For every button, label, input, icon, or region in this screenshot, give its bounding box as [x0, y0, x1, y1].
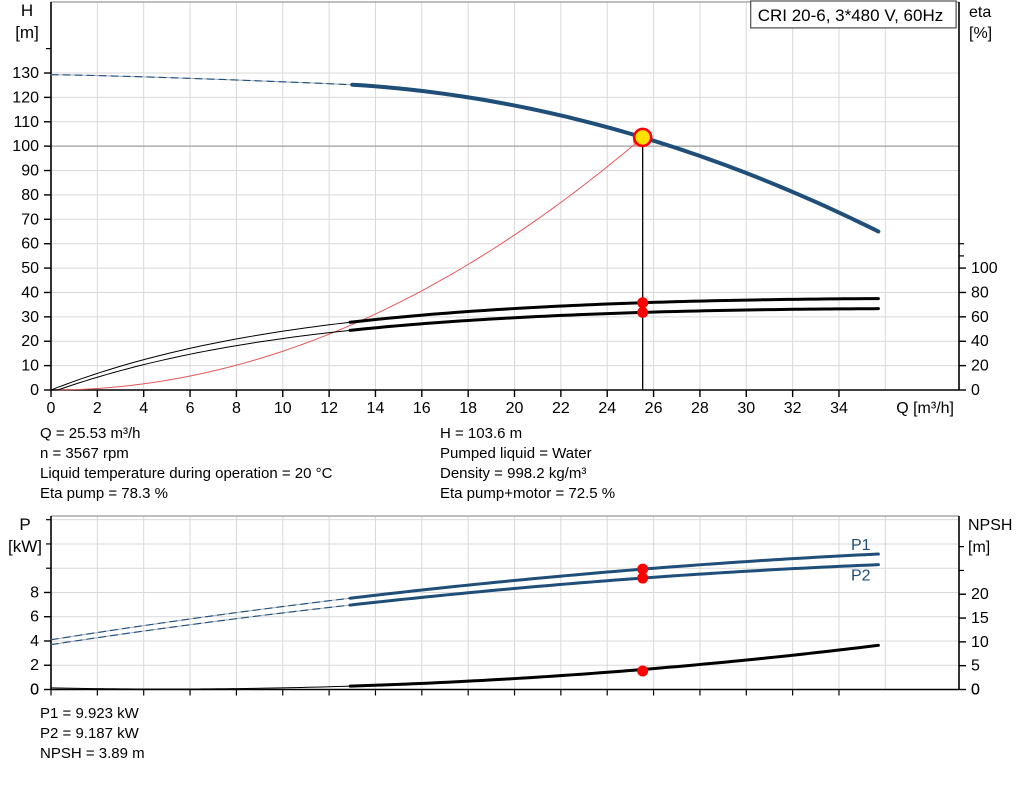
- svg-text:4: 4: [30, 633, 39, 650]
- svg-text:P: P: [19, 515, 30, 534]
- svg-text:[%]: [%]: [969, 25, 992, 42]
- svg-text:32: 32: [784, 400, 802, 417]
- svg-text:50: 50: [21, 260, 39, 277]
- svg-text:80: 80: [21, 187, 39, 204]
- svg-text:15: 15: [971, 610, 989, 627]
- svg-text:0: 0: [971, 382, 980, 399]
- svg-text:24: 24: [598, 400, 616, 417]
- svg-text:6: 6: [186, 400, 195, 417]
- svg-text:34: 34: [830, 400, 848, 417]
- svg-text:40: 40: [971, 333, 989, 350]
- svg-text:20: 20: [506, 400, 524, 417]
- svg-text:20: 20: [21, 333, 39, 350]
- svg-text:100: 100: [971, 260, 998, 277]
- svg-text:2: 2: [93, 400, 102, 417]
- svg-text:60: 60: [21, 236, 39, 253]
- svg-text:4: 4: [139, 400, 148, 417]
- svg-text:Q [m³/h]: Q [m³/h]: [896, 400, 954, 417]
- svg-text:30: 30: [737, 400, 755, 417]
- svg-text:40: 40: [21, 284, 39, 301]
- svg-text:CRI 20-6, 3*480 V, 60Hz: CRI 20-6, 3*480 V, 60Hz: [758, 6, 944, 25]
- svg-text:130: 130: [12, 65, 39, 82]
- svg-text:[m]: [m]: [15, 23, 39, 42]
- svg-text:22: 22: [552, 400, 570, 417]
- svg-text:80: 80: [971, 284, 989, 301]
- svg-text:90: 90: [21, 163, 39, 180]
- svg-text:10: 10: [971, 634, 989, 651]
- svg-text:5: 5: [971, 658, 980, 675]
- svg-text:P1: P1: [851, 537, 871, 554]
- svg-text:0: 0: [47, 400, 56, 417]
- svg-text:[m]: [m]: [968, 539, 990, 556]
- svg-text:eta: eta: [969, 4, 991, 21]
- svg-text:60: 60: [971, 309, 989, 326]
- svg-text:NPSH: NPSH: [968, 517, 1012, 534]
- svg-text:0: 0: [971, 682, 980, 699]
- svg-text:110: 110: [13, 114, 39, 131]
- svg-text:P2: P2: [851, 567, 871, 584]
- svg-text:0: 0: [30, 382, 39, 399]
- svg-text:70: 70: [21, 211, 39, 228]
- svg-text:18: 18: [459, 400, 477, 417]
- svg-text:120: 120: [12, 89, 39, 106]
- svg-text:2: 2: [30, 657, 39, 674]
- svg-text:H: H: [21, 1, 33, 20]
- svg-text:28: 28: [691, 400, 709, 417]
- svg-text:10: 10: [274, 400, 292, 417]
- svg-text:0: 0: [30, 682, 39, 699]
- svg-text:26: 26: [645, 400, 663, 417]
- svg-text:30: 30: [21, 309, 39, 326]
- svg-text:16: 16: [413, 400, 431, 417]
- svg-text:6: 6: [30, 609, 39, 626]
- svg-text:20: 20: [971, 586, 989, 603]
- svg-text:12: 12: [320, 400, 338, 417]
- svg-text:8: 8: [232, 400, 241, 417]
- svg-text:[kW]: [kW]: [8, 537, 42, 556]
- svg-text:20: 20: [971, 358, 989, 375]
- svg-text:8: 8: [30, 584, 39, 601]
- svg-text:100: 100: [12, 138, 39, 155]
- svg-text:10: 10: [21, 358, 39, 375]
- svg-text:14: 14: [367, 400, 385, 417]
